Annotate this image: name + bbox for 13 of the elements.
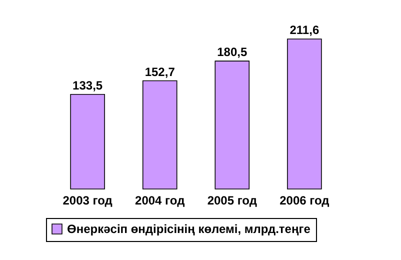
- legend-label: Өнеркәсіп өндірісінің көлемі, млрд.теңге: [67, 222, 311, 236]
- data-label: 180,5: [217, 45, 248, 60]
- x-tick-label: 2006 год: [280, 194, 330, 208]
- bar: [142, 80, 178, 190]
- bar: [287, 38, 322, 190]
- data-label: 211,6: [290, 23, 320, 37]
- data-label: 133,5: [72, 78, 103, 92]
- bar: [70, 94, 105, 190]
- x-tick-label: 2004 год: [135, 194, 186, 208]
- x-tick-label: 2005 год: [207, 194, 258, 208]
- x-tick-label: 2003 год: [62, 194, 113, 208]
- bar: [214, 60, 250, 190]
- data-label: 152,7: [144, 64, 176, 79]
